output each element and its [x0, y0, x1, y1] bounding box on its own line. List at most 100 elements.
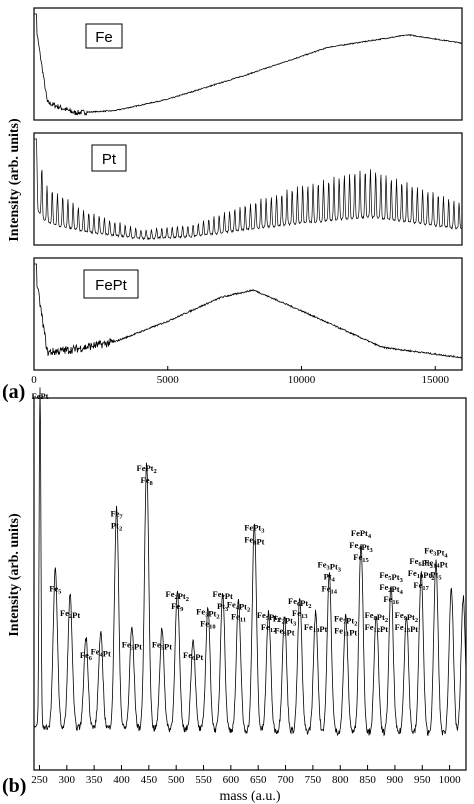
panel-b-annotation-text: Fe9: [171, 601, 184, 613]
panel-b-annotation-text: Fe4Pt3: [349, 540, 373, 554]
panel-b-annotation: Fe3Pt: [122, 640, 142, 652]
panel-b-annotation-text: Fe5: [49, 584, 62, 596]
panel-b-annotation-text: Fe4Pt2: [227, 600, 251, 614]
panel-b-annotation-text: Fe6Pt2: [288, 596, 312, 610]
panel-a-fept-trace: [34, 263, 463, 359]
panel-b-annotation-text: Fe10Pt: [304, 622, 328, 634]
panel-a-x-tick-label: 5000: [157, 374, 180, 386]
panel-a-fe-frame: [33, 7, 463, 121]
panel-b-annotation-text: Fe8Pt: [244, 535, 264, 547]
panel-b-annotations: FePtFe5Fe2PtFe6Fe4PtFe7Pt2Fe3PtFePt2Fe8F…: [32, 391, 449, 662]
panel-b-annotation-text: FePt3: [244, 523, 265, 535]
panel-b-annotation-text: Pt5: [430, 570, 442, 582]
panel-b-annotation-text: Fe4Pt: [91, 647, 111, 659]
panel-b-x-tick-label: 300: [59, 774, 76, 786]
panel-b-annotation-text: FePt4: [351, 528, 372, 540]
panel-b-annotation-text: Fe11: [231, 612, 246, 624]
panel-a-fept: FePt: [33, 257, 463, 371]
panel-b-x-tick-label: 550: [195, 774, 212, 786]
panel-b-x-axis: 250 300 350 400 450 500 550 600 650 700 750 800 850 9…: [31, 765, 461, 786]
panel-b-x-tick-label: 950: [414, 774, 431, 786]
panel-b-x-tick-label: 400: [113, 774, 130, 786]
panel-b-annotation-text: Fe11Pt: [334, 626, 357, 638]
panel-b-frame: [33, 397, 467, 771]
panel-b-x-tick-label: 250: [31, 774, 48, 786]
panel-b-annotation: FePt: [32, 391, 49, 401]
panel-b-annotation-text: Fe3Pt4: [424, 546, 448, 560]
panel-a-pt-trace: [34, 138, 463, 241]
panel-a-label: (a): [2, 381, 25, 403]
panel-b-annotation: Fe6Pt: [183, 650, 203, 662]
panel-a-fe-legend-box: [85, 23, 123, 49]
panel-b-annotation-text: Fe2Pt2: [166, 589, 190, 603]
panel-b-annotation: Fe6: [80, 650, 93, 662]
panel-a-x-tick-label: 0: [31, 374, 37, 386]
panel-b-annotation-text: Fe15: [353, 552, 369, 564]
panel-a-pt: Pt: [33, 132, 463, 246]
panel-b-annotation-text: Fe7Pt2: [334, 614, 358, 628]
panel-b-x-tick-label: 650: [250, 774, 267, 786]
panel-b-x-tick-label: 1000: [439, 774, 462, 786]
panel-b-x-tick-label: 750: [305, 774, 322, 786]
panel-b-annotation-text: Fe14Pt: [424, 558, 448, 570]
panel-a-fe-trace: [34, 13, 463, 116]
panel-b-annotation-text: Fe14: [322, 584, 338, 596]
panel-b-annotation-text: Fe2Pt: [60, 608, 80, 620]
panel-b-x-tick-label: 600: [223, 774, 240, 786]
panel-b-annotation-text: Fe10Pt2: [408, 568, 435, 582]
panel-a: Intensity (arb. units) Fe Pt FePt 0 5000 1…: [2, 7, 463, 403]
panel-a-x-tick-label: 10000: [288, 374, 316, 386]
panel-b-annotation-text: Fe6Pt3: [409, 556, 433, 570]
panel-a-x-tick-label: 15000: [422, 374, 450, 386]
panel-b-annotation: Fe7Pt2: [110, 509, 123, 533]
panel-b-label: (b): [2, 775, 26, 797]
panel-b-annotation-text: Fe10: [200, 619, 215, 631]
panel-b-ylabel: Intensity (arb. units): [7, 513, 22, 637]
panel-b-annotation-text: Fe9Pt2: [395, 610, 419, 624]
panel-b-annotation-text: Fe13Pt: [395, 622, 419, 634]
panel-b-x-tick-label: 450: [141, 774, 158, 786]
panel-a-pt-frame: [33, 132, 463, 246]
panel-a-fept-frame: [33, 257, 463, 371]
panel-b-annotation-text: Fe7Pt: [213, 589, 233, 601]
panel-b-x-tick-label: 800: [332, 774, 349, 786]
panel-b: Intensity (arb. units) FePtFe5Fe2PtFe6Fe…: [2, 387, 467, 804]
panel-a-fept-legend-box: [83, 269, 139, 299]
panel-b-x-tick-label: 900: [387, 774, 404, 786]
panel-b-annotation-text: Fe6Pt: [183, 650, 203, 662]
panel-b-annotation: Fe2Pt: [60, 608, 80, 620]
panel-b-annotation-text: FePt: [32, 391, 49, 401]
panel-b-trace: [33, 387, 467, 737]
panel-b-annotation-text: Fe8Pt2: [365, 610, 389, 624]
panel-a-x-axis: 0 5000 10000 15000: [31, 366, 450, 386]
panel-b-x-tick-label: 700: [277, 774, 294, 786]
panel-b-annotation: Fe4Pt: [91, 647, 111, 659]
panel-a-pt-legend: Pt: [102, 151, 117, 168]
panel-a-fept-legend: FePt: [95, 277, 128, 294]
panel-b-annotation-text: Fe16: [383, 594, 399, 606]
panel-b-annotation-text: Fe6: [80, 650, 93, 662]
panel-b-annotation-text: Fe5Pt2: [257, 610, 281, 624]
panel-b-annotation: Fe10Pt: [304, 622, 328, 634]
panel-b-annotation-text: Fe3Pt3: [318, 560, 342, 574]
panel-b-annotation-text: Fe5Pt3: [379, 570, 403, 584]
panel-b-annotation-text: Fe13: [292, 608, 308, 620]
panel-b-annotation-text: Fe3Pt: [122, 640, 142, 652]
panel-b-annotation: Fe5: [49, 584, 62, 596]
panel-b-annotation-text: Fe5Pt: [152, 640, 172, 652]
